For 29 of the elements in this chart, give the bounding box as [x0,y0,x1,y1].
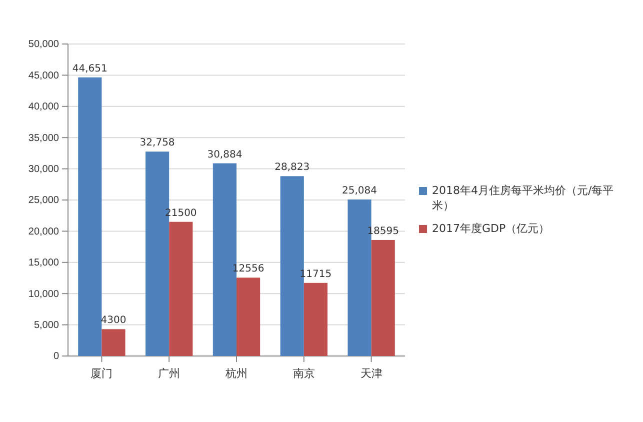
y-tick-label: 10,000 [28,288,60,300]
y-tick-label: 45,000 [28,70,60,82]
y-tick-label: 50,000 [28,39,60,50]
x-tick-label: 广州 [158,367,180,380]
bar [102,329,126,356]
y-tick-label: 35,000 [28,132,60,144]
y-tick-label: 5,000 [34,320,60,331]
legend-label: 2017年度GDP（亿元） [432,221,550,236]
y-tick-label: 15,000 [28,258,60,269]
data-label: 30,884 [207,149,242,160]
x-tick-label: 天津 [360,367,382,380]
y-tick-label: 25,000 [28,195,60,206]
bar [78,77,102,356]
x-tick-label: 厦门 [90,367,113,380]
bar [169,222,193,356]
y-tick-label: 20,000 [28,226,60,238]
legend-label: 2018年4月住房每平米均价（元/每平米） [432,183,615,213]
bar [304,282,328,356]
y-tick-label: 0 [53,351,60,362]
data-label: 28,823 [274,162,310,174]
data-label: 25,084 [342,185,378,196]
y-tick-label: 40,000 [28,102,60,113]
bar [236,278,260,356]
bar [371,240,395,356]
data-label: 32,758 [140,138,175,149]
data-label: 44,651 [72,63,108,74]
x-tick-label: 杭州 [224,367,248,380]
y-tick-label: 30,000 [28,164,60,175]
x-tick-label: 南京 [292,367,315,380]
